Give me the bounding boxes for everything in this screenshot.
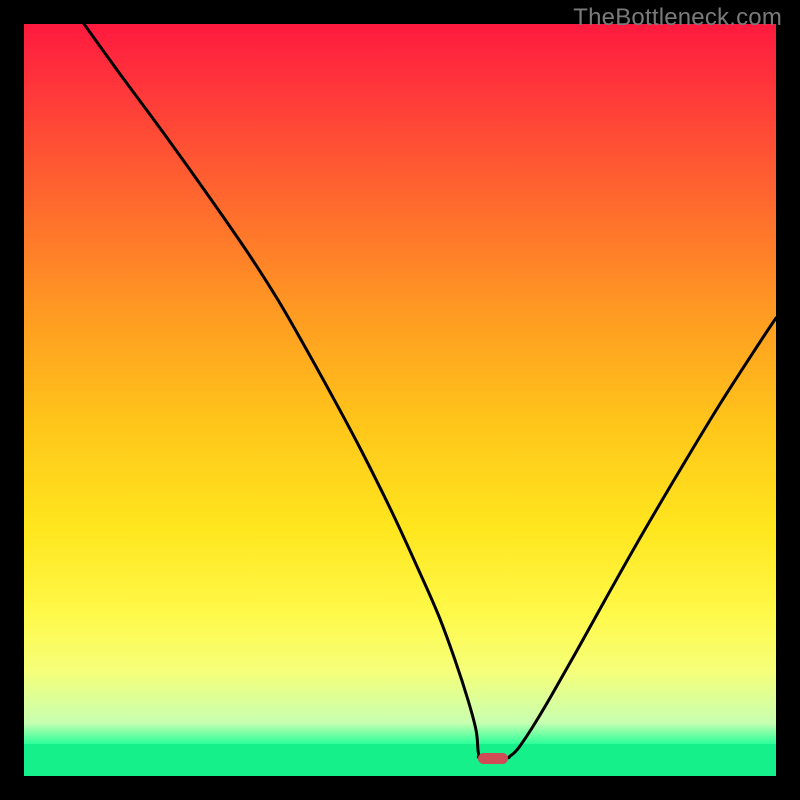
watermark-text: TheBottleneck.com [573,4,782,32]
trough-marker [478,753,508,764]
green-band [24,744,776,776]
plot-gradient [24,24,776,744]
